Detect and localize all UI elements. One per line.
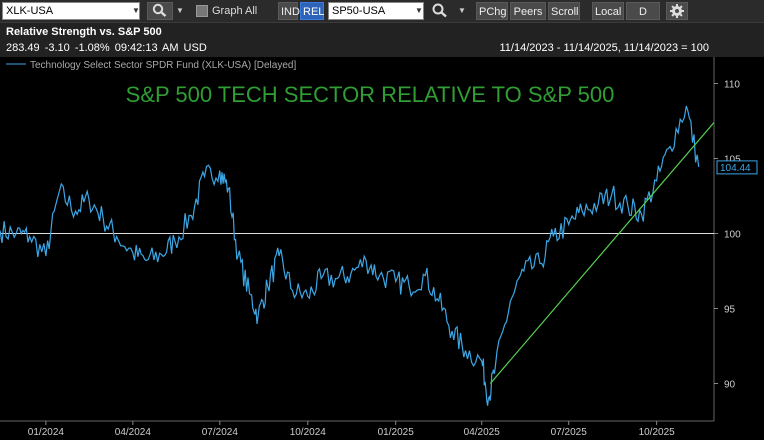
- y-tick-label: 95: [724, 305, 736, 316]
- x-tick-label: 10/2025: [639, 427, 676, 438]
- y-axis: 90 95 100 105 110: [714, 80, 741, 391]
- y-tick-label: 90: [724, 380, 736, 391]
- last-value-box: [716, 160, 758, 175]
- compare-symbol-input[interactable]: SP50-USA: [328, 2, 424, 20]
- gear-icon[interactable]: [666, 2, 688, 20]
- chart-area[interactable]: 90 95 100 105 110 01/2024 04/2024 07/2024 10/20…: [0, 57, 764, 440]
- x-tick-label: 07/2025: [551, 427, 588, 438]
- compare-search-icon[interactable]: [431, 2, 453, 20]
- chart-title: Relative Strength vs. S&P 500: [6, 26, 162, 38]
- date-range: 11/14/2023 - 11/14/2025, 11/14/2023 = 10…: [499, 42, 710, 54]
- x-tick-label: 04/2024: [115, 427, 152, 438]
- x-tick-label: 01/2024: [28, 427, 65, 438]
- y-tick-label: 110: [724, 80, 740, 91]
- chart-annotation: S&P 500 TECH SECTOR RELATIVE TO S&P 500: [126, 82, 615, 107]
- graph-all-checkbox[interactable]: [196, 5, 208, 17]
- symbol-dropdown-icon[interactable]: ▼: [132, 6, 140, 15]
- y-tick-label: 105: [724, 155, 741, 166]
- local-button[interactable]: Local: [592, 2, 624, 20]
- last-value-label: 104.44: [720, 163, 751, 174]
- period-button[interactable]: D: [626, 2, 660, 20]
- search-dropdown-icon[interactable]: ▼: [176, 6, 184, 15]
- x-tick-label: 10/2024: [290, 427, 327, 438]
- peers-button[interactable]: Peers: [510, 2, 546, 20]
- xlk-relative-strength-series: [0, 105, 700, 406]
- scroll-button[interactable]: Scroll: [548, 2, 580, 20]
- symbol-input[interactable]: XLK-USA: [2, 2, 140, 20]
- pchg-button[interactable]: PChg: [476, 2, 508, 20]
- compare-dropdown-icon[interactable]: ▼: [415, 6, 423, 15]
- x-tick-label: 07/2024: [202, 427, 239, 438]
- x-tick-label: 01/2025: [378, 427, 415, 438]
- y-tick-label: 100: [724, 230, 741, 241]
- rel-button[interactable]: REL: [300, 2, 324, 20]
- ind-button[interactable]: IND: [278, 2, 300, 20]
- toolbar: XLK-USA ▼ ▼ Graph All IND REL SP50-USA ▼…: [0, 0, 764, 23]
- x-axis: 01/2024 04/2024 07/2024 10/2024 01/2025 04/20…: [28, 421, 675, 438]
- compare-search-dropdown-icon[interactable]: ▼: [458, 6, 466, 15]
- x-tick-label: 04/2025: [464, 427, 501, 438]
- search-icon[interactable]: [147, 2, 173, 20]
- trendline: [489, 122, 715, 384]
- legend-entry: Technology Select Sector SPDR Fund (XLK-…: [30, 60, 296, 71]
- graph-all-label[interactable]: Graph All: [212, 5, 258, 17]
- chart-header: Relative Strength vs. S&P 500 283.49 -3.…: [0, 23, 764, 57]
- quote-line: 283.49 -3.10 -1.08% 09:42:13 AM USD: [6, 42, 207, 54]
